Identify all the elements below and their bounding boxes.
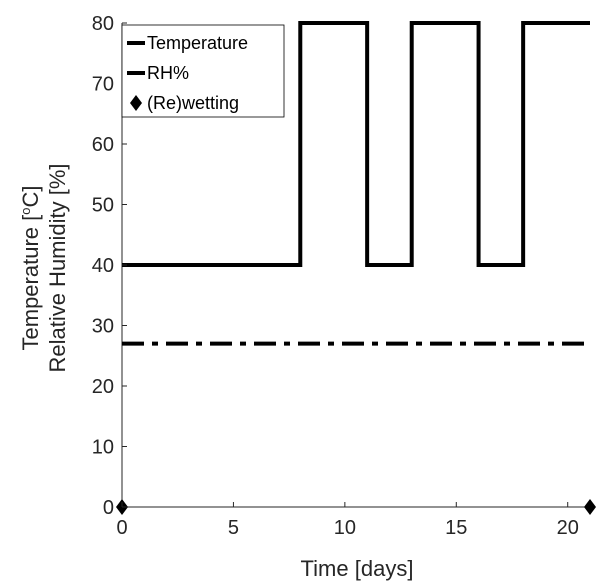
x-tick-label: 10 <box>334 517 356 539</box>
y-tick-label: 30 <box>92 316 114 338</box>
x-tick-label: 0 <box>116 517 127 539</box>
y-tick-label: 10 <box>92 437 114 459</box>
y-tick-label: 70 <box>92 74 114 96</box>
y-tick-label: 20 <box>92 376 114 398</box>
legend-box <box>121 24 285 118</box>
ticks: 0 10 20 30 40 50 60 70 80 0 5 10 15 20 <box>92 13 579 539</box>
y-tick-label: 50 <box>92 195 114 217</box>
legend: Temperature RH% (Re)wetting <box>121 24 285 118</box>
series-rh-line <box>122 21 590 267</box>
series-layer <box>116 21 596 515</box>
y-tick-label: 40 <box>92 255 114 277</box>
x-tick-label: 15 <box>445 517 467 539</box>
x-axis-title: Time [days] <box>301 556 414 581</box>
legend-label-rh: RH% <box>147 63 189 83</box>
series-re-wetting-marker <box>584 499 596 515</box>
legend-label-rewetting: (Re)wetting <box>147 93 239 113</box>
legend-label-temperature: Temperature <box>147 33 248 53</box>
legend-swatch-rewetting <box>130 95 142 111</box>
y-axis-title-line1: Temperature [oC] <box>18 186 43 351</box>
y-tick-label: 80 <box>92 13 114 35</box>
y-axis-title-line2: Relative Humidity [%] <box>45 163 70 372</box>
x-tick-label: 5 <box>228 517 239 539</box>
y-tick-label: 0 <box>103 497 114 519</box>
y-tick-label: 60 <box>92 134 114 156</box>
x-tick-label: 20 <box>557 517 579 539</box>
